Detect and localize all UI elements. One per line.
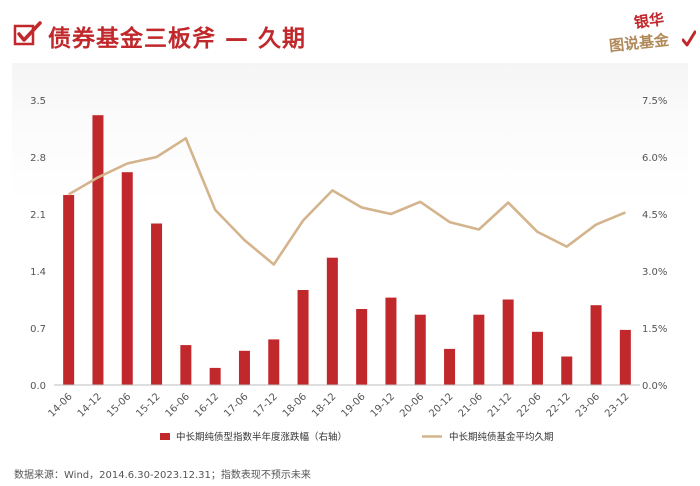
chart-panel: 0.0 0.7 1.4 2.1 2.8 3.5 0.0% 1.5% 3.0% 4.5% 6.0% 7… bbox=[12, 63, 688, 459]
bar bbox=[209, 367, 221, 385]
bar bbox=[561, 356, 573, 385]
x-axis-tick-label: 16-06 bbox=[164, 391, 192, 419]
x-axis-tick-label: 22-06 bbox=[515, 391, 543, 419]
bar-series bbox=[63, 115, 631, 385]
right-axis-tick-label: 3.0% bbox=[642, 267, 667, 278]
left-axis-tick-label: 3.5 bbox=[30, 96, 46, 107]
x-axis-tick-label: 14-06 bbox=[46, 391, 74, 419]
chart: 0.0 0.7 1.4 2.1 2.8 3.5 0.0% 1.5% 3.0% 4.5% 6.0% 7… bbox=[30, 96, 667, 443]
left-axis-ticks: 0.0 0.7 1.4 2.1 2.8 3.5 bbox=[30, 96, 46, 392]
x-axis-tick-label: 14-12 bbox=[76, 391, 104, 419]
bar bbox=[502, 299, 514, 385]
line-series bbox=[67, 137, 626, 266]
x-axis-tick-label: 23-12 bbox=[603, 391, 631, 419]
x-axis-tick-label: 20-06 bbox=[398, 391, 426, 419]
page-title: 债券基金三板斧 — 久期 bbox=[48, 26, 307, 52]
bar bbox=[590, 305, 602, 385]
right-axis-tick-label: 0.0% bbox=[642, 381, 667, 392]
x-axis-tick-label: 18-12 bbox=[310, 391, 338, 419]
x-axis-tick-label: 15-06 bbox=[105, 391, 133, 419]
bar bbox=[326, 257, 338, 385]
bar bbox=[531, 331, 543, 385]
x-axis-tick-label: 21-06 bbox=[457, 391, 485, 419]
bar bbox=[180, 345, 192, 385]
left-axis-tick-label: 2.8 bbox=[30, 153, 46, 164]
bar bbox=[473, 314, 485, 385]
bar bbox=[121, 172, 133, 385]
data-source-note: 数据来源：Wind，2014.6.30-2023.12.31；指数表现不预示未来 bbox=[14, 470, 311, 481]
left-axis-tick-label: 0.7 bbox=[30, 324, 46, 335]
logo-check-icon bbox=[682, 30, 696, 47]
x-axis-tick-label: 15-12 bbox=[134, 391, 162, 419]
bar bbox=[63, 195, 75, 385]
legend: 中长期纯债型指数半年度涨跌幅（右轴） 中长期纯债基金平均久期 bbox=[160, 431, 554, 443]
x-axis-tick-label: 19-12 bbox=[369, 391, 397, 419]
legend-swatch-bar bbox=[160, 433, 170, 440]
bar bbox=[92, 115, 104, 385]
right-axis-tick-label: 6.0% bbox=[642, 153, 667, 164]
checkbox-check-icon bbox=[13, 21, 42, 46]
x-axis-tick-label: 20-12 bbox=[427, 391, 455, 419]
x-axis-tick-label: 17-06 bbox=[222, 391, 250, 419]
x-axis-tick-label: 23-06 bbox=[574, 391, 602, 419]
duration-line bbox=[67, 137, 626, 266]
logo-text-bottom: 图说基金 bbox=[608, 30, 670, 56]
x-axis-ticks: 14-06 14-12 15-06 15-12 16-06 16-12 17-06 17-12… bbox=[46, 391, 631, 419]
left-axis-tick-label: 1.4 bbox=[30, 267, 46, 278]
legend-label-line: 中长期纯债基金平均久期 bbox=[449, 431, 554, 443]
bar bbox=[268, 339, 280, 385]
x-axis-tick-label: 16-12 bbox=[193, 391, 221, 419]
right-axis-tick-label: 4.5% bbox=[642, 210, 667, 221]
bar bbox=[414, 314, 426, 385]
left-axis-tick-label: 2.1 bbox=[30, 210, 46, 221]
brand-logo: 银华 图说基金 bbox=[604, 8, 696, 58]
bar bbox=[385, 297, 397, 385]
left-axis-tick-label: 0.0 bbox=[30, 381, 46, 392]
right-axis-ticks: 0.0% 1.5% 3.0% 4.5% 6.0% 7.5% bbox=[642, 96, 667, 392]
x-axis-tick-label: 19-06 bbox=[339, 391, 367, 419]
x-axis-tick-label: 18-06 bbox=[281, 391, 309, 419]
bar bbox=[444, 348, 456, 385]
legend-label-bar: 中长期纯债型指数半年度涨跌幅（右轴） bbox=[176, 431, 347, 443]
x-axis-tick-label: 21-12 bbox=[486, 391, 514, 419]
x-axis-tick-label: 17-12 bbox=[252, 391, 280, 419]
right-axis-tick-label: 1.5% bbox=[642, 324, 667, 335]
header: 债券基金三板斧 — 久期 银华 图说基金 bbox=[0, 0, 700, 62]
bar bbox=[619, 329, 631, 385]
bar bbox=[356, 309, 368, 385]
right-axis-tick-label: 7.5% bbox=[642, 96, 667, 107]
bar bbox=[297, 290, 309, 385]
bar bbox=[151, 223, 163, 385]
x-axis-tick-label: 22-12 bbox=[545, 391, 573, 419]
bar bbox=[238, 350, 250, 385]
